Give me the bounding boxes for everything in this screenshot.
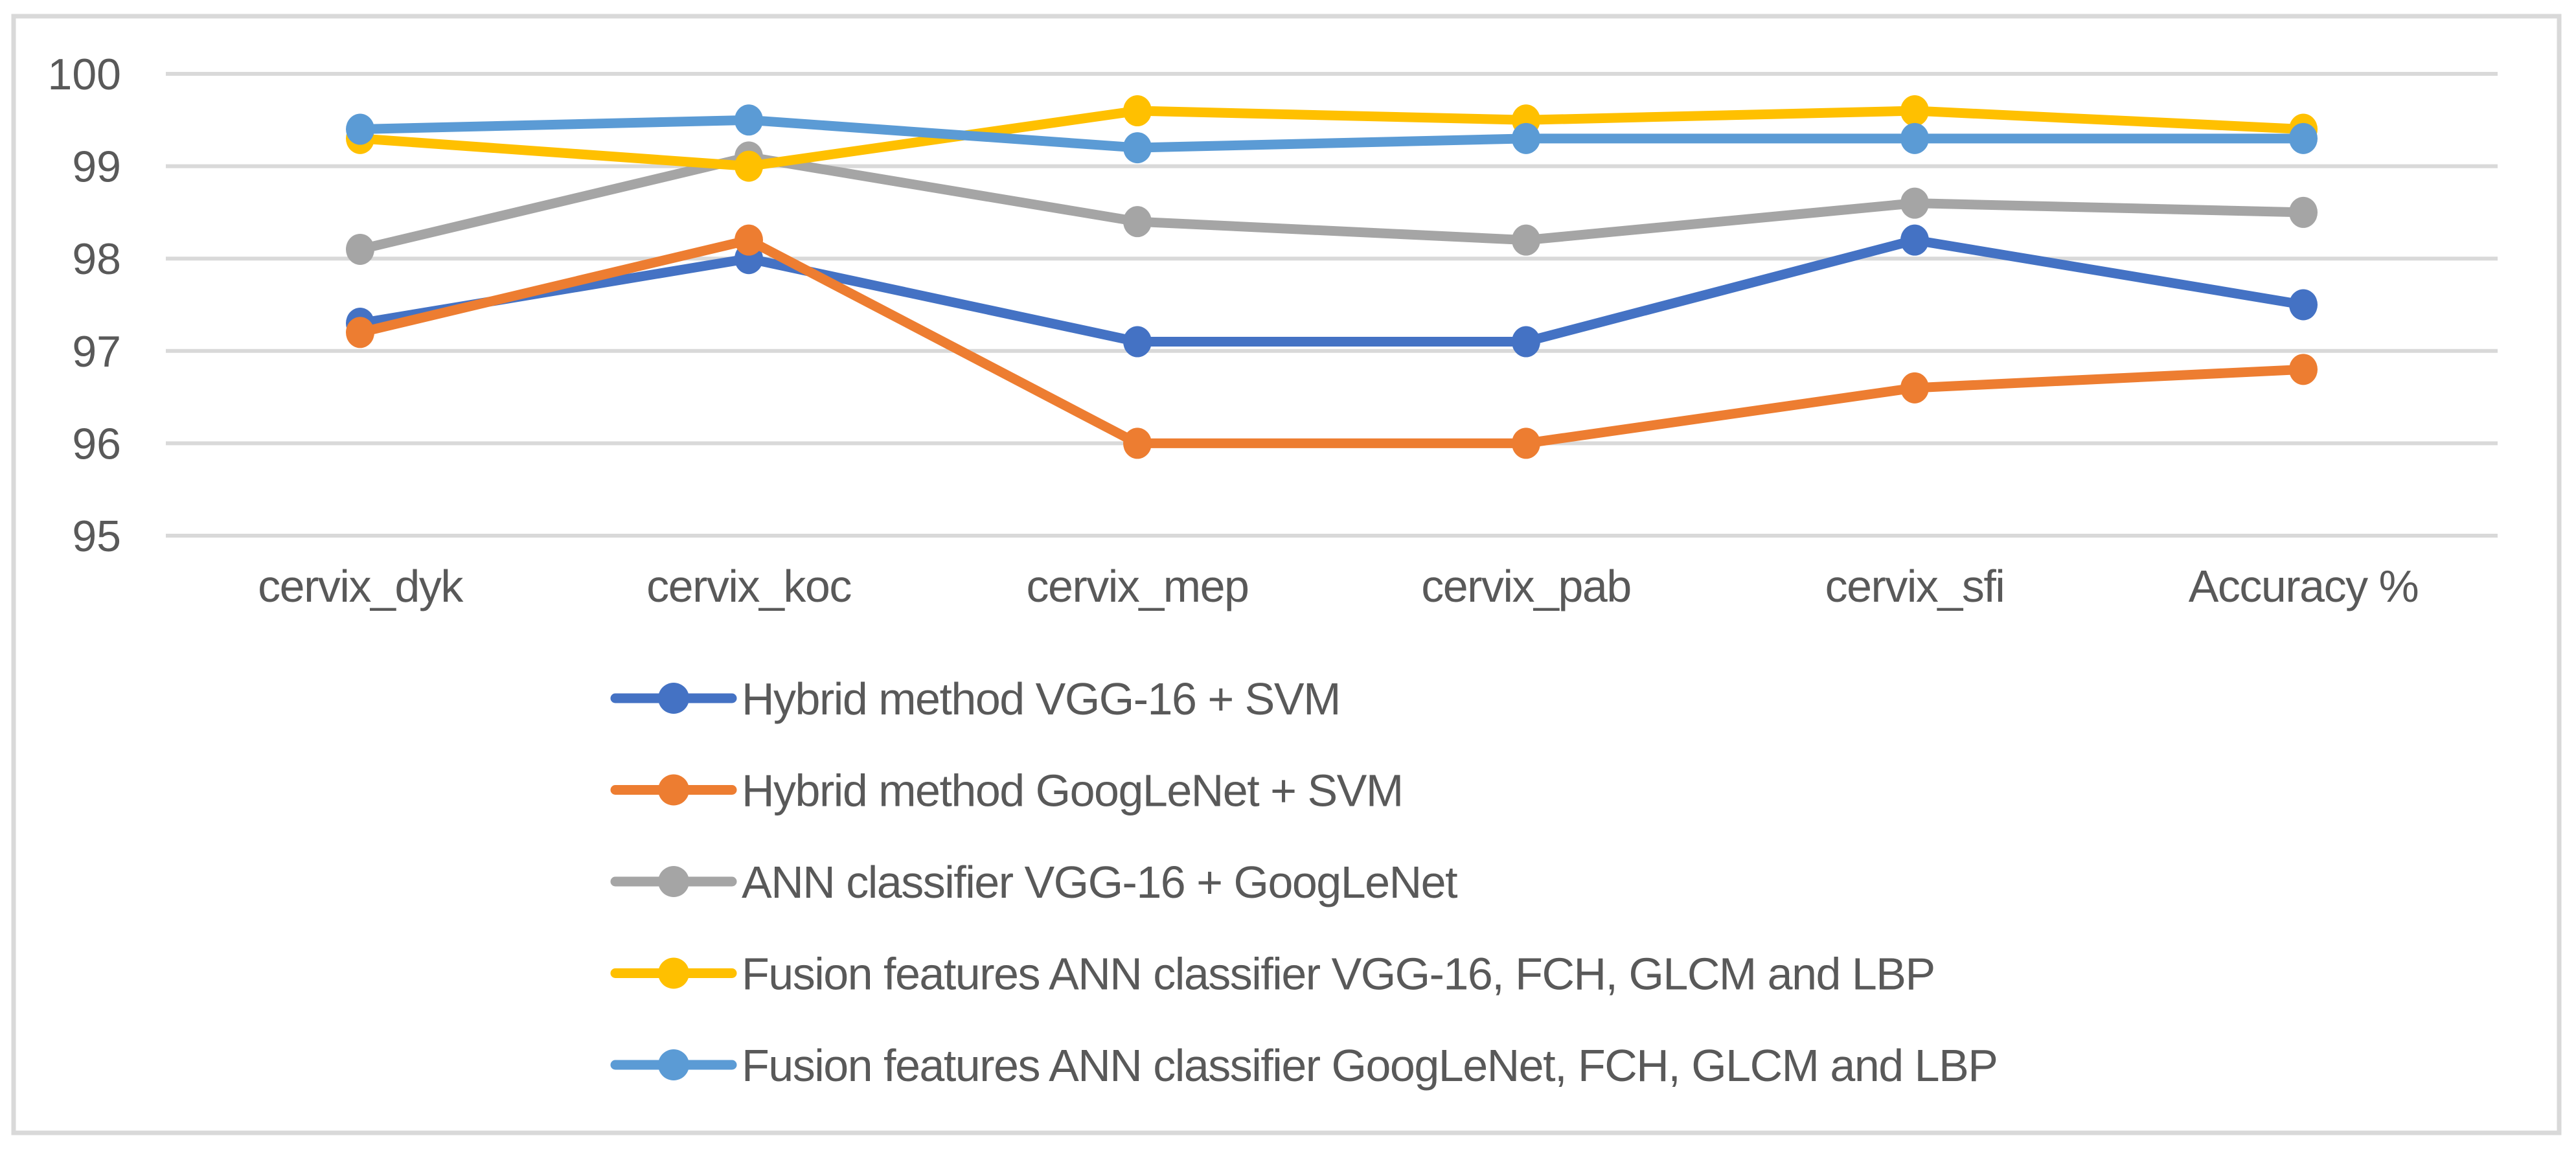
data-point-marker (1512, 326, 1540, 358)
data-point-marker (1123, 132, 1152, 164)
series-line (355, 152, 2308, 255)
legend-item: Hybrid method VGG-16 + SVM (610, 674, 1341, 724)
series-3 (346, 95, 2318, 182)
data-point-marker (1123, 326, 1152, 358)
data-point-marker (1900, 372, 1929, 404)
y-axis-tick-label: 97 (72, 327, 121, 376)
series-0 (346, 224, 2318, 358)
data-point-marker (2289, 196, 2318, 228)
legend-item: ANN classifier VGG-16 + GoogLeNet (610, 857, 1459, 907)
legend-item-label: ANN classifier VGG-16 + GoogLeNet (742, 857, 1457, 907)
data-point-marker (735, 150, 763, 182)
data-point-marker (1123, 95, 1152, 127)
y-axis-tick-labels: 100 99 98 97 96 95 (48, 50, 121, 561)
plot-series (346, 95, 2318, 459)
data-point-marker (1900, 187, 1929, 219)
legend-marker-dot (658, 866, 689, 897)
legend-marker-dot (658, 1049, 689, 1080)
data-point-marker (1512, 427, 1540, 459)
legend-marker-dot (658, 957, 689, 989)
series-line (355, 115, 2308, 153)
data-point-marker (2289, 289, 2318, 321)
data-point-marker (1900, 224, 1929, 256)
legend-item: Fusion features ANN classifier GoogLeNet… (610, 1040, 1998, 1091)
legend-item: Fusion features ANN classifier VGG-16, F… (610, 949, 1935, 999)
y-axis-tick-label: 99 (72, 142, 121, 192)
x-axis-category-label: Accuracy % (2189, 561, 2419, 611)
data-point-marker (735, 104, 763, 136)
y-axis-tick-label: 98 (72, 234, 121, 284)
chart-border (11, 14, 2562, 1135)
data-point-marker (1512, 122, 1540, 154)
x-axis-category-label: cervix_dyk (258, 561, 464, 611)
y-axis-tick-label: 100 (48, 50, 121, 99)
data-point-marker (1900, 122, 1929, 154)
legend-item: Hybrid method GoogLeNet + SVM (610, 766, 1404, 816)
x-axis-category-labels: cervix_dyk cervix_koc cervix_mep cervix_pab… (258, 561, 2419, 611)
y-axis-tick-label: 96 (72, 419, 121, 468)
y-axis-tick-label: 95 (72, 512, 121, 561)
series-line (355, 235, 2308, 347)
series-1 (346, 224, 2318, 459)
data-point-marker (1123, 206, 1152, 238)
data-point-marker (1512, 224, 1540, 256)
legend-item-label: Hybrid method VGG-16 + SVM (742, 674, 1340, 724)
legend-item-label: Hybrid method GoogLeNet + SVM (742, 766, 1403, 816)
x-axis-category-label: cervix_koc (646, 561, 851, 611)
series-line (355, 106, 2308, 172)
gridlines (166, 72, 2498, 538)
legend-item-label: Fusion features ANN classifier GoogLeNet… (742, 1040, 1997, 1091)
data-point-marker (1900, 95, 1929, 127)
data-point-marker (2289, 354, 2318, 385)
series-line (355, 235, 2308, 448)
legend-marker-dot (658, 774, 689, 806)
x-axis-category-label: cervix_pab (1421, 561, 1631, 611)
series-4 (346, 104, 2318, 164)
data-point-marker (1123, 427, 1152, 459)
data-point-marker (346, 233, 374, 265)
data-point-marker (2289, 122, 2318, 154)
data-point-marker (735, 224, 763, 256)
legend: Hybrid method VGG-16 + SVM Hybrid method … (610, 674, 1998, 1091)
legend-item-label: Fusion features ANN classifier VGG-16, F… (742, 949, 1935, 999)
x-axis-category-label: cervix_sfi (1825, 561, 2005, 611)
legend-marker-dot (658, 683, 689, 714)
data-point-marker (346, 113, 374, 145)
x-axis-category-label: cervix_mep (1027, 561, 1249, 611)
data-point-marker (346, 317, 374, 348)
